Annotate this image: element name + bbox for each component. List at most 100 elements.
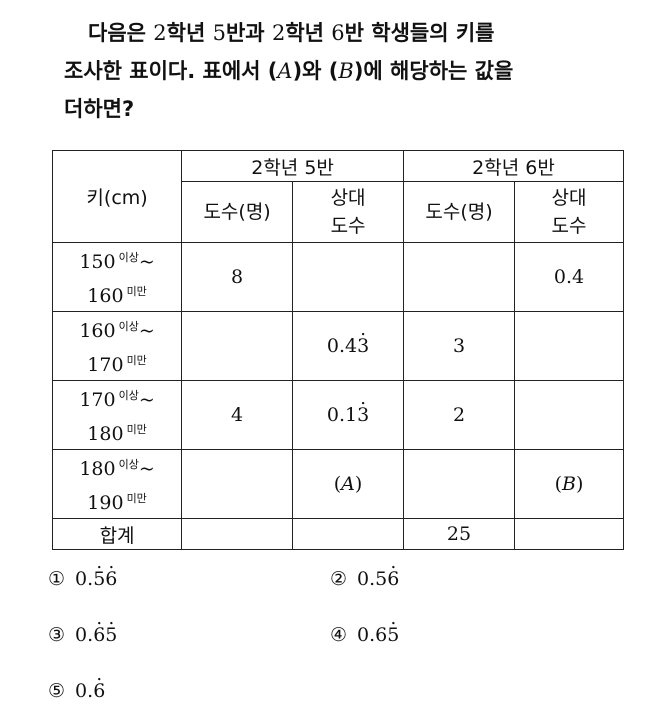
repeating-digit: 5: [387, 624, 399, 646]
choice-value: 0.: [75, 568, 94, 590]
question-line-3: 더하면?: [64, 97, 135, 121]
class-low: 150: [79, 251, 116, 273]
tilde: ~: [138, 320, 155, 342]
choice-number: ⑤: [48, 680, 66, 702]
class-interval: 150 이상~ 160 미만: [51, 242, 183, 312]
freq-5: 8: [181, 242, 294, 312]
freq-header-6: 도수(명): [403, 181, 515, 243]
variable-b: B: [338, 59, 354, 83]
q-number: 5: [212, 21, 226, 45]
class-low: 170: [79, 389, 116, 411]
freq-6: 2: [403, 380, 515, 450]
choice-value: 0.: [75, 624, 94, 646]
table-row: 150 이상~ 160 미만 8 0.4: [51, 242, 625, 312]
q-number: 6: [331, 21, 345, 45]
choice-number: ①: [48, 568, 66, 590]
class-low: 160: [79, 320, 116, 342]
choice-number: ②: [330, 568, 348, 590]
freq-6: [403, 449, 515, 519]
freq-5: [181, 311, 294, 381]
total-rel-5: [292, 518, 405, 550]
repeating-digit: 6: [387, 568, 399, 590]
rel-5-unknown: (A): [292, 449, 405, 519]
class-interval: 170 이상~ 180 미만: [51, 380, 183, 450]
frequency-table: 키(cm) 2학년 5반 2학년 6반 도수(명) 상대 도수 도수(명) 상대…: [51, 150, 625, 550]
q-word: )에 해당하는 값을: [353, 59, 514, 83]
rel-header-5: 상대 도수: [292, 181, 405, 243]
q-number: 2: [271, 21, 286, 45]
choice-value: 0.6: [357, 624, 388, 646]
question-line-2: 조사한 표이다. 표에서 (A)와 (B)에 해당하는 값을: [64, 52, 634, 90]
total-freq-5: [181, 518, 294, 550]
class-header: 키(cm): [51, 150, 183, 243]
class-high: 190: [87, 492, 124, 514]
choice-1[interactable]: ① 0.56: [48, 568, 117, 590]
rel-6: [513, 380, 625, 450]
q-word: )와 (: [292, 59, 339, 83]
below-label: 미만: [126, 285, 147, 298]
rel-5: [292, 242, 405, 312]
below-label: 미만: [126, 354, 147, 367]
choice-value: 0.5: [357, 568, 388, 590]
freq-5: 4: [181, 380, 294, 450]
q-word: 조사한 표이다. 표에서 (: [64, 59, 278, 83]
class-interval: 180 이상~ 190 미만: [51, 449, 183, 519]
total-rel-6: [513, 518, 625, 550]
table-subheader-row: 도수(명) 상대 도수 도수(명) 상대 도수: [53, 181, 625, 243]
freq-6: 3: [403, 311, 515, 381]
class-high: 180: [87, 423, 124, 445]
class-interval: 160 이상~ 170 미만: [51, 311, 183, 381]
below-label: 미만: [126, 423, 147, 436]
freq-5: [181, 449, 294, 519]
repeating-digit: 3: [357, 404, 369, 426]
repeating-digit: 3: [357, 335, 369, 357]
question-text: 다음은 2학년 5반과 2학년 6반 학생들의 키를 조사한 표이다. 표에서 …: [64, 14, 634, 128]
tilde: ~: [138, 389, 155, 411]
variable-a: A: [277, 59, 293, 83]
rel-label-top: 상대: [551, 187, 587, 209]
choice-5[interactable]: ⑤ 0.6: [48, 680, 105, 702]
above-label: 이상: [118, 458, 139, 471]
q-word: 반 학생들의 키를: [344, 21, 495, 45]
freq-6: [403, 242, 515, 312]
table-row: 180 이상~ 190 미만 (A) (B): [51, 449, 625, 519]
above-label: 이상: [118, 389, 139, 402]
repeating-digit: 6: [93, 624, 105, 646]
below-label: 미만: [126, 492, 147, 505]
above-label: 이상: [118, 251, 139, 264]
choice-number: ④: [330, 624, 348, 646]
question-line-1: 다음은 2학년 5반과 2학년 6반 학생들의 키를: [64, 14, 634, 52]
choice-3[interactable]: ③ 0.65: [48, 624, 117, 646]
rel-6-unknown: (B): [513, 449, 625, 519]
repeating-digit: 5: [105, 624, 117, 646]
choice-number: ③: [48, 624, 66, 646]
rel-6: [513, 311, 625, 381]
choice-4[interactable]: ④ 0.65: [330, 624, 399, 646]
rel-5: 0.43: [292, 311, 405, 381]
rel-header-6: 상대 도수: [513, 181, 625, 243]
group-header-6: 2학년 6반: [403, 150, 624, 182]
freq-header-5: 도수(명): [181, 181, 294, 243]
rel-label-bottom: 도수: [551, 215, 587, 237]
q-word: 학년: [166, 21, 206, 45]
choice-2[interactable]: ② 0.56: [330, 568, 399, 590]
above-label: 이상: [118, 320, 139, 333]
total-label: 합계: [51, 518, 183, 550]
q-word: 다음은: [88, 21, 146, 45]
tilde: ~: [138, 251, 155, 273]
group-header-5: 2학년 5반: [181, 150, 405, 182]
total-freq-6: 25: [403, 518, 515, 550]
variable-b: B: [562, 473, 576, 495]
repeating-digit: 6: [105, 568, 117, 590]
q-word: 학년: [285, 21, 324, 45]
class-high: 170: [87, 354, 124, 376]
rel-6: 0.4: [513, 242, 625, 312]
repeating-digit: 5: [93, 568, 105, 590]
rel-value: 0.4: [326, 335, 358, 357]
rel-label-top: 상대: [330, 187, 366, 209]
repeating-digit: 6: [93, 680, 105, 702]
total-row: 합계 25: [51, 518, 625, 550]
q-word: 반과: [225, 21, 265, 45]
